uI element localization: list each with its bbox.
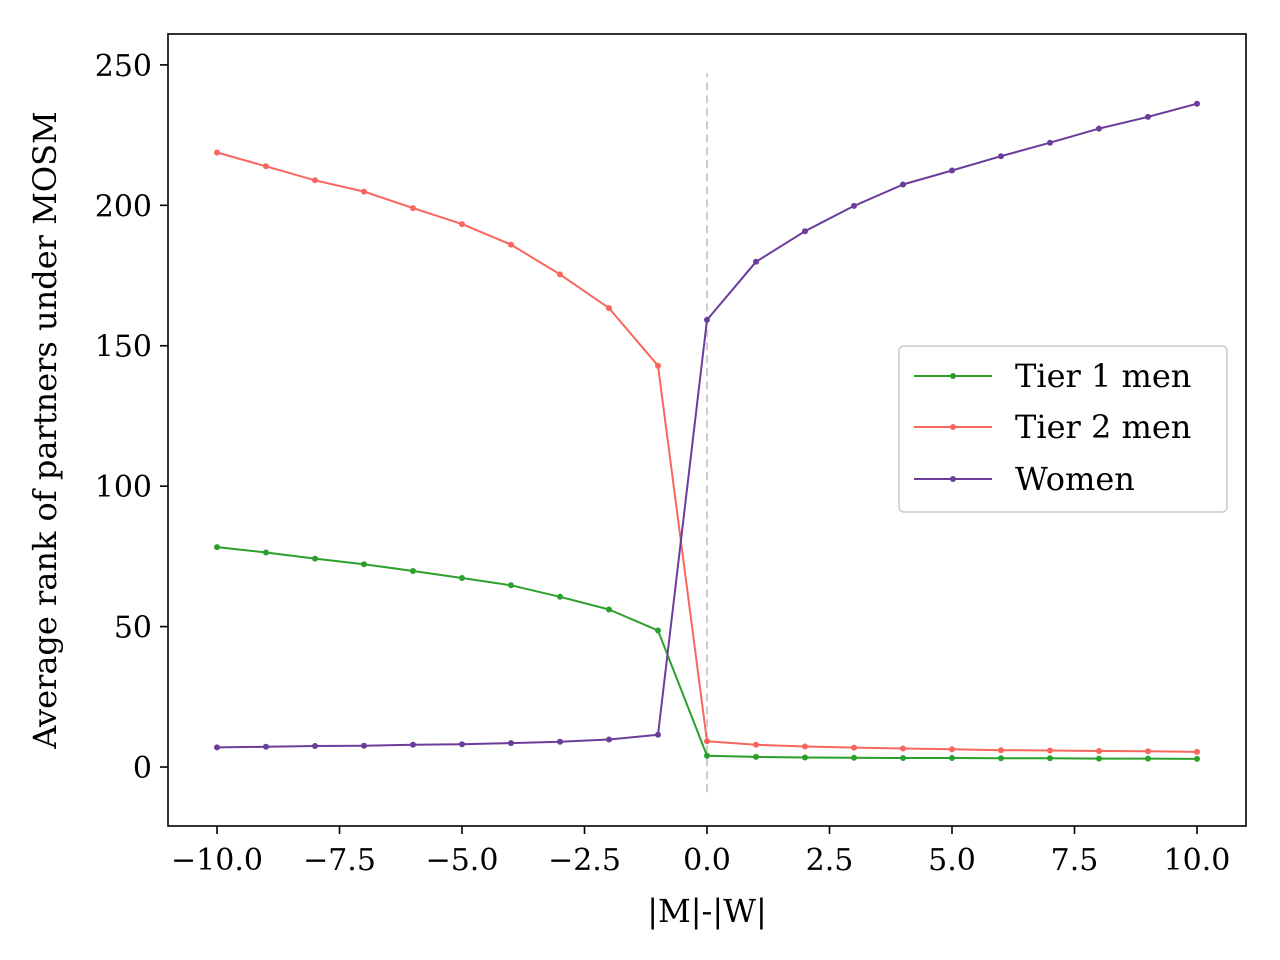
data-point-tier-2-men-9 xyxy=(655,362,661,369)
legend-entry-tier-2-men: Tier 2 men xyxy=(914,408,1191,446)
x-tick-label-2: −5.0 xyxy=(426,843,499,878)
data-point-women-16 xyxy=(998,153,1004,160)
data-point-tier-1-men-16 xyxy=(998,755,1004,762)
data-point-tier-1-men-11 xyxy=(753,753,759,760)
data-point-tier-1-men-17 xyxy=(1047,755,1053,762)
data-point-tier-1-men-9 xyxy=(655,627,661,634)
data-point-tier-1-men-8 xyxy=(606,606,612,613)
data-point-tier-2-men-8 xyxy=(606,305,612,312)
data-point-tier-1-men-10 xyxy=(704,752,710,759)
data-point-tier-2-men-11 xyxy=(753,741,759,748)
data-point-tier-2-men-14 xyxy=(900,745,906,752)
data-point-tier-2-men-0 xyxy=(214,149,220,156)
x-tick-label-7: 7.5 xyxy=(1051,843,1099,878)
data-point-tier-2-men-1 xyxy=(263,163,269,170)
data-point-tier-1-men-18 xyxy=(1096,755,1102,762)
data-point-tier-1-men-6 xyxy=(508,582,514,589)
y-tick-label-3: 150 xyxy=(95,330,152,365)
data-point-women-14 xyxy=(900,181,906,188)
data-point-tier-1-men-0 xyxy=(214,544,220,551)
legend-label-women: Women xyxy=(1015,460,1135,498)
y-tick-label-4: 200 xyxy=(95,189,152,224)
legend-label-tier-2-men: Tier 2 men xyxy=(1015,408,1191,446)
data-point-tier-1-men-14 xyxy=(900,755,906,761)
data-point-women-2 xyxy=(312,743,318,749)
data-point-tier-2-men-15 xyxy=(949,746,955,753)
legend-entry-tier-1-men: Tier 1 men xyxy=(914,357,1191,395)
legend-marker-tier-2-men xyxy=(950,424,956,430)
legend-entry-women: Women xyxy=(914,460,1135,498)
y-tick-label-0: 0 xyxy=(133,751,152,786)
plot-frame xyxy=(167,33,1247,827)
legend-box xyxy=(898,345,1228,513)
legend-marker-women xyxy=(950,476,956,482)
data-point-women-19 xyxy=(1145,113,1151,120)
data-point-women-11 xyxy=(753,258,759,265)
x-tick-label-5: 2.5 xyxy=(806,843,854,878)
data-point-tier-1-men-3 xyxy=(361,561,367,568)
data-point-tier-1-men-4 xyxy=(410,568,416,574)
data-point-tier-2-men-18 xyxy=(1096,748,1102,754)
y-tick-label-2: 100 xyxy=(95,470,152,505)
data-point-tier-2-men-16 xyxy=(998,747,1004,754)
data-point-women-17 xyxy=(1047,139,1053,146)
y-axis-title: Average rank of partners under MOSM xyxy=(26,111,64,750)
x-tick-label-3: −2.5 xyxy=(548,843,621,878)
data-point-tier-1-men-5 xyxy=(459,575,465,581)
data-point-women-8 xyxy=(606,736,612,743)
data-point-tier-1-men-20 xyxy=(1194,755,1200,762)
data-point-women-10 xyxy=(704,316,710,323)
data-point-women-3 xyxy=(361,742,367,749)
x-tick-label-6: 5.0 xyxy=(928,843,976,878)
data-point-women-0 xyxy=(214,744,220,751)
axis-ticks: −10.0 −7.5 −5.0 −2.5 0.0 2.5 5.0 7.5 10.0 0 50 100 1… xyxy=(95,49,1231,878)
data-point-tier-1-men-12 xyxy=(802,754,808,761)
x-tick-label-8: 10.0 xyxy=(1164,843,1231,878)
data-point-tier-2-men-19 xyxy=(1145,748,1151,755)
data-point-tier-1-men-13 xyxy=(851,754,857,761)
x-axis-title: |M|-|W| xyxy=(647,892,767,930)
data-point-tier-2-men-3 xyxy=(361,188,367,195)
data-point-tier-2-men-2 xyxy=(312,177,318,184)
data-point-tier-2-men-4 xyxy=(410,205,416,212)
data-point-women-5 xyxy=(459,741,465,748)
plot-area xyxy=(214,73,1200,793)
data-point-women-4 xyxy=(410,741,416,748)
legend: Tier 1 men Tier 2 men Women xyxy=(898,345,1228,513)
data-point-women-1 xyxy=(263,743,269,750)
data-point-tier-2-men-5 xyxy=(459,221,465,228)
data-point-tier-2-men-10 xyxy=(704,738,710,745)
x-tick-label-0: −10.0 xyxy=(171,843,263,878)
data-point-tier-2-men-7 xyxy=(557,271,563,278)
data-point-tier-1-men-15 xyxy=(949,755,955,761)
data-point-tier-2-men-12 xyxy=(802,743,808,750)
data-point-tier-1-men-2 xyxy=(312,555,318,562)
data-point-women-12 xyxy=(802,228,808,235)
data-point-tier-2-men-17 xyxy=(1047,747,1053,754)
data-point-tier-2-men-13 xyxy=(851,744,857,751)
data-point-tier-1-men-19 xyxy=(1145,755,1151,762)
data-point-tier-2-men-20 xyxy=(1194,748,1200,755)
data-point-women-18 xyxy=(1096,125,1102,132)
data-point-tier-1-men-1 xyxy=(263,549,269,556)
data-point-women-6 xyxy=(508,740,514,747)
data-point-women-20 xyxy=(1194,100,1200,107)
x-tick-label-4: 0.0 xyxy=(683,843,731,878)
data-point-women-7 xyxy=(557,738,563,745)
data-point-women-9 xyxy=(655,731,661,738)
data-point-tier-2-men-6 xyxy=(508,241,514,248)
legend-marker-tier-1-men xyxy=(950,373,956,379)
data-point-women-13 xyxy=(851,202,857,209)
y-tick-label-5: 250 xyxy=(95,49,152,84)
legend-label-tier-1-men: Tier 1 men xyxy=(1015,357,1191,395)
y-tick-label-1: 50 xyxy=(114,611,152,646)
data-point-tier-1-men-7 xyxy=(557,593,563,600)
data-point-women-15 xyxy=(949,167,955,174)
x-tick-label-1: −7.5 xyxy=(303,843,376,878)
